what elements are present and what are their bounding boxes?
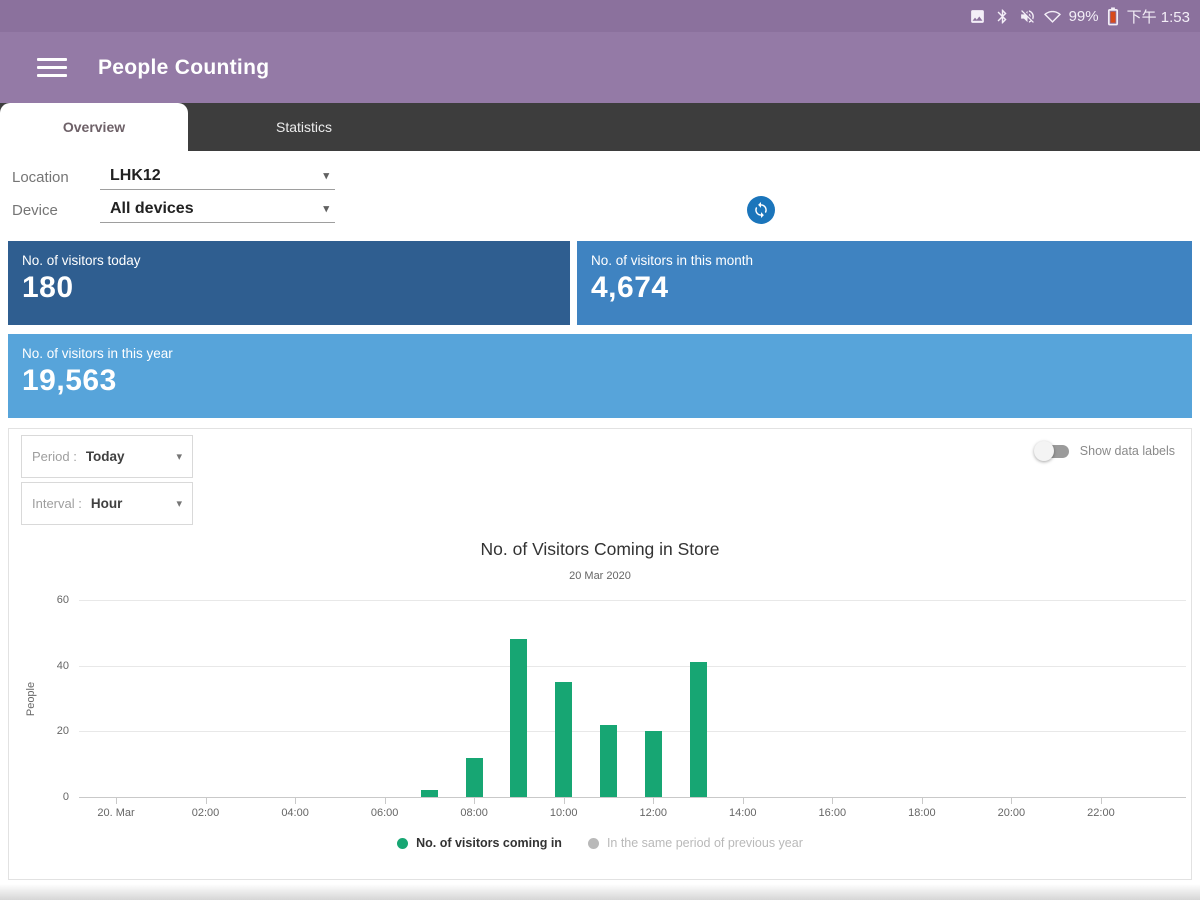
- hamburger-menu-icon[interactable]: [37, 53, 67, 82]
- chevron-down-icon: ▾: [176, 451, 182, 463]
- location-label: Location: [12, 169, 69, 186]
- x-tick-mark: [921, 798, 923, 804]
- device-value: All devices: [110, 199, 194, 217]
- period-value: Today: [85, 449, 125, 464]
- card-value: 4,674: [591, 271, 669, 304]
- tab-overview[interactable]: Overview: [0, 103, 188, 151]
- show-data-labels-label: Show data labels: [1079, 444, 1175, 458]
- y-tick-label: 0: [62, 791, 69, 803]
- period-select[interactable]: Period : Today ▾: [21, 435, 193, 478]
- card-visitors-month: No. of visitors in this month 4,674: [577, 241, 1192, 325]
- chart-bar: [510, 639, 528, 797]
- location-select[interactable]: LHK12 ▾: [100, 162, 335, 190]
- x-tick-mark: [1011, 798, 1013, 804]
- x-tick-label: 18:00: [908, 807, 936, 819]
- chart-bar: [555, 682, 573, 797]
- chart-bar: [599, 724, 617, 797]
- x-tick-label: 22:00: [1087, 807, 1115, 819]
- x-tick-label: 02:00: [191, 807, 220, 819]
- tab-bar: Overview Statistics: [0, 103, 1200, 151]
- x-tick-label: 14:00: [729, 807, 757, 819]
- legend-label: In the same period of previous year: [606, 836, 803, 850]
- chevron-down-icon: ▾: [323, 203, 329, 215]
- x-tick-mark: [832, 798, 834, 804]
- y-axis-label: People: [25, 681, 37, 717]
- x-tick-mark: [205, 798, 207, 804]
- sync-refresh-icon[interactable]: [747, 196, 775, 224]
- tab-overview-label: Overview: [62, 119, 126, 135]
- device-label: Device: [12, 202, 58, 219]
- y-tick-label: 20: [56, 725, 69, 738]
- show-data-labels-toggle[interactable]: [1033, 441, 1070, 461]
- legend-item[interactable]: In the same period of previous year: [587, 836, 803, 850]
- chart-bar: [465, 757, 483, 797]
- plot-area: 20. Mar 02:00 04:00 06:00 08:00 10:00 12:00 14:…: [79, 600, 1186, 819]
- chart-bar: [644, 731, 662, 797]
- interval-label: Interval :: [32, 496, 82, 511]
- interval-select[interactable]: Interval : Hour ▾: [21, 482, 193, 525]
- card-label: No. of visitors today: [22, 253, 141, 268]
- tab-statistics[interactable]: Statistics: [188, 103, 420, 151]
- x-tick-mark: [742, 798, 744, 804]
- gridline: [79, 600, 1186, 601]
- x-tick-mark: [474, 798, 476, 804]
- device-select[interactable]: All devices ▾: [100, 195, 335, 223]
- legend-label: No. of visitors coming in: [416, 836, 562, 850]
- card-value: 19,563: [22, 364, 117, 397]
- image-icon: [970, 9, 984, 23]
- interval-value: Hour: [90, 496, 123, 511]
- chevron-down-icon: ▾: [176, 498, 182, 510]
- wifi-icon: [1043, 10, 1061, 23]
- chart-title: No. of Visitors Coming in Store: [480, 539, 720, 559]
- chart-bar: [420, 790, 438, 797]
- x-tick-mark: [384, 798, 386, 804]
- card-visitors-year: No. of visitors in this year 19,563: [8, 334, 1192, 418]
- period-label: Period :: [32, 449, 77, 464]
- x-tick-mark: [1100, 798, 1102, 804]
- x-tick-mark: [295, 798, 297, 804]
- status-time: 下午 1:53: [1126, 8, 1190, 26]
- page-title: People Counting: [98, 55, 270, 79]
- y-tick-label: 40: [56, 659, 69, 672]
- legend-item[interactable]: No. of visitors coming in: [397, 836, 562, 850]
- x-tick-mark: [653, 798, 655, 804]
- card-visitors-today: No. of visitors today 180: [8, 241, 570, 325]
- card-label: No. of visitors in this year: [22, 346, 173, 361]
- chart-subtitle: 20 Mar 2020: [569, 570, 631, 582]
- gridline: [79, 665, 1186, 667]
- chart-legend: No. of visitors coming in In the same per…: [9, 836, 1191, 850]
- chart-bar: [689, 662, 707, 797]
- x-tick-label: 16:00: [818, 807, 847, 819]
- battery-icon: [1107, 6, 1118, 25]
- legend-dot-icon: [587, 837, 599, 849]
- x-tick-mark: [563, 798, 565, 804]
- x-tick-label: 20. Mar: [97, 807, 135, 819]
- bluetooth-icon: [997, 8, 1007, 24]
- battery-percent: 99%: [1068, 7, 1099, 25]
- card-label: No. of visitors in this month: [591, 253, 754, 268]
- gridline: [79, 731, 1186, 733]
- location-value: LHK12: [110, 166, 161, 184]
- show-data-labels-control: Show data labels: [1033, 441, 1175, 461]
- volume-off-icon: [1020, 9, 1034, 23]
- x-tick-label: 06:00: [370, 807, 399, 819]
- x-tick-label: 20:00: [997, 807, 1026, 819]
- x-tick-label: 08:00: [460, 807, 488, 819]
- status-bar: 99% 下午 1:53: [0, 0, 1200, 32]
- chart-panel: Period : Today ▾ Interval : Hour ▾ Show …: [8, 428, 1192, 880]
- chevron-down-icon: ▾: [323, 170, 329, 182]
- tab-statistics-label: Statistics: [275, 119, 332, 135]
- x-tick-label: 04:00: [281, 807, 309, 819]
- app-bar: People Counting: [0, 32, 1200, 103]
- y-axis-ticks: 0 20 40 60: [37, 594, 69, 803]
- bottom-shadow: [0, 884, 1200, 900]
- y-tick-label: 60: [56, 594, 69, 606]
- x-tick-mark: [116, 798, 117, 804]
- legend-dot-icon: [397, 837, 409, 849]
- card-value: 180: [22, 271, 74, 304]
- x-tick-label: 10:00: [549, 807, 578, 819]
- x-tick-label: 12:00: [639, 807, 667, 819]
